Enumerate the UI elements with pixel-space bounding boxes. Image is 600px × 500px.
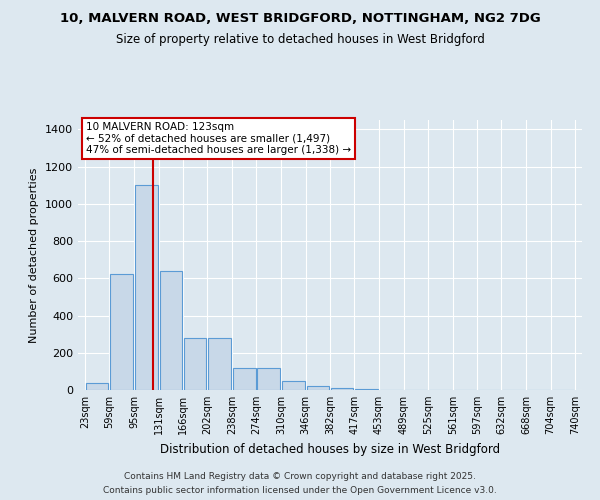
Bar (86, 384, 109, 390)
Text: Contains public sector information licensed under the Open Government Licence v3: Contains public sector information licen… (103, 486, 497, 495)
Bar (208, 338, 231, 390)
Bar (355, 389, 378, 390)
Text: 10, MALVERN ROAD, WEST BRIDGFORD, NOTTINGHAM, NG2 7DG: 10, MALVERN ROAD, WEST BRIDGFORD, NOTTIN… (59, 12, 541, 26)
Bar (184, 338, 206, 390)
Text: Contains HM Land Registry data © Crown copyright and database right 2025.: Contains HM Land Registry data © Crown c… (124, 472, 476, 481)
Bar (110, 274, 133, 390)
Bar (233, 368, 256, 390)
X-axis label: Distribution of detached houses by size in West Bridgford: Distribution of detached houses by size … (160, 442, 500, 456)
Bar (282, 380, 305, 390)
Bar (160, 271, 182, 390)
Text: Size of property relative to detached houses in West Bridgford: Size of property relative to detached ho… (116, 32, 484, 46)
Text: 10 MALVERN ROAD: 123sqm
← 52% of detached houses are smaller (1,497)
47% of semi: 10 MALVERN ROAD: 123sqm ← 52% of detache… (86, 122, 352, 155)
Bar (257, 368, 280, 390)
Bar (307, 386, 329, 390)
Bar (331, 388, 353, 390)
Bar (135, 185, 158, 390)
Y-axis label: Number of detached properties: Number of detached properties (29, 168, 40, 342)
